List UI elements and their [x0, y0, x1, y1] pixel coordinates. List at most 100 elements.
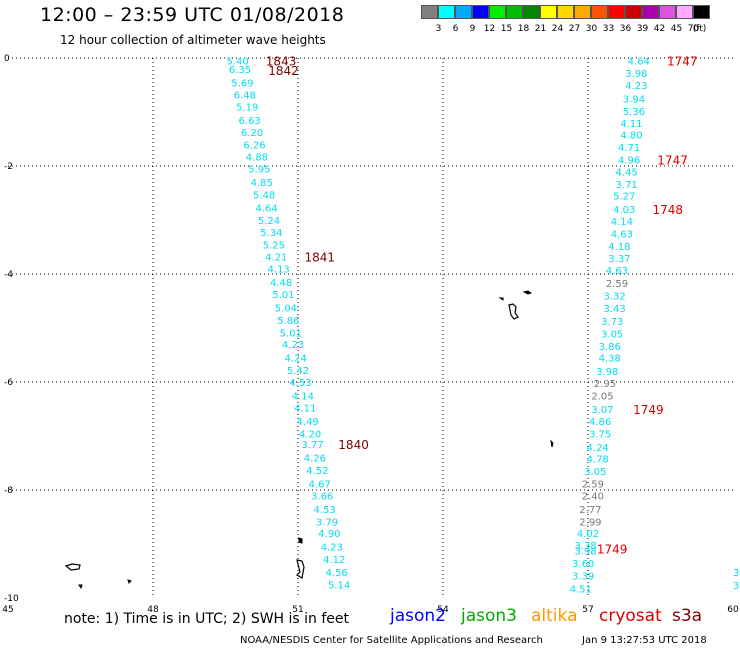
wave-height-value: 4.88: [246, 152, 268, 163]
scale-swatch: [472, 5, 489, 19]
wave-height-value: 3.98: [574, 546, 596, 557]
wave-height-value: 5.48: [253, 191, 275, 202]
longitude-tick-label: 45: [2, 605, 13, 615]
latitude-tick-label: -10: [4, 594, 19, 604]
page-title: 12:00 – 23:59 UTC 01/08/2018: [40, 4, 345, 26]
wave-height-value: 4.48: [270, 278, 292, 289]
satellite-legend-cryosat: cryosat: [599, 606, 662, 626]
wave-height-value: 3.71: [616, 180, 638, 191]
scale-swatch: [608, 5, 625, 19]
wave-height-value: 3.39: [572, 571, 594, 582]
wave-height-value: 6.26: [243, 140, 265, 151]
wave-height-value: 4.45: [616, 167, 638, 178]
wave-height-value: 4.63: [611, 230, 633, 241]
pass-time-label: 1842: [268, 64, 299, 78]
islet-southwest: [127, 579, 132, 584]
wave-height-value: 5.24: [258, 216, 280, 227]
scale-label: 30: [585, 24, 598, 34]
islet-southwest: [78, 584, 83, 590]
wave-height-value: 4.86: [589, 417, 611, 428]
wave-height-value: 3.94: [623, 95, 645, 106]
page-subtitle: 12 hour collection of altimeter wave hei…: [60, 33, 326, 47]
scale-label: 70: [687, 24, 700, 34]
wave-height-value: 6.48: [234, 91, 256, 102]
wave-height-value: 4.52: [306, 466, 328, 477]
credit-line: NOAA/NESDIS Center for Satellite Applica…: [240, 635, 543, 646]
wave-height-value: 5.95: [248, 165, 270, 176]
seychelles-island: [508, 303, 519, 320]
satellite-legend-jason2: jason2: [390, 606, 446, 626]
wave-height-value: 2.95: [594, 379, 616, 390]
wave-height-value: 4.71: [618, 143, 640, 154]
wave-height-value: 3.05: [584, 467, 606, 478]
wave-height-value: 4.12: [323, 555, 345, 566]
scale-unit: (ft): [692, 24, 707, 34]
altimeter-tracks: 5.406.35 5.69 6.485.19 6.636.206.264.88 5.95…: [226, 55, 697, 596]
wave-height-value: 2.05: [591, 392, 613, 403]
scale-label: 36: [619, 24, 632, 34]
scale-label: 27: [568, 24, 581, 34]
wave-height-value: 3.60: [572, 559, 594, 570]
wave-height-value: 4.13: [268, 265, 290, 276]
map-grid: 45 48 51 54 57 60 0 -2 -4 -6 -8 -10: [2, 54, 739, 615]
wave-height-value: 5.19: [236, 103, 258, 114]
wave-height-value: 3.79: [316, 517, 338, 528]
wave-height-value: 6.20: [241, 128, 263, 139]
wave-height-value: 5.42: [287, 366, 309, 377]
wave-height-value: 6.35: [229, 65, 251, 76]
wave-height-value: 4.53: [313, 505, 335, 516]
satellite-legend-s3a: s3a: [672, 606, 703, 626]
wave-height-value: 4.11: [294, 403, 316, 414]
atoll-south: [296, 559, 305, 579]
wave-height-value: 3.73: [601, 317, 623, 328]
islet-east: [550, 439, 554, 448]
wave-height-value: 4.67: [309, 480, 331, 491]
wave-height-value: 3.37: [608, 254, 630, 265]
wave-height-value: 3.43: [603, 304, 625, 315]
latitude-tick-label: 0: [4, 54, 10, 64]
scale-swatch: [625, 5, 642, 19]
scale-swatch: [659, 5, 676, 19]
wave-height-value: 2.40: [582, 491, 604, 502]
wave-height-value: 5.86: [277, 316, 299, 327]
wave-height-value: 4.24: [587, 443, 609, 454]
wave-height-value: 2.59: [606, 279, 628, 290]
cut-off-value: 3: [733, 581, 739, 592]
footer-note: note: 1) Time is in UTC; 2) SWH is in fe…: [64, 611, 350, 627]
wave-height-value: 4.80: [620, 131, 642, 142]
scale-swatch: [676, 5, 693, 19]
latitude-tick-label: -8: [4, 486, 13, 496]
wave-height-value: 3.98: [596, 367, 618, 378]
scale-swatch: [421, 5, 438, 19]
wave-height-value: 4.63: [606, 266, 628, 277]
wave-height-value: 2.59: [582, 480, 604, 491]
wave-height-value: 4.02: [577, 529, 599, 540]
wave-height-value: 6.63: [239, 116, 261, 127]
pass-time-label: 1748: [652, 203, 683, 217]
wave-height-value: 4.56: [326, 568, 348, 579]
latitude-tick-label: -6: [4, 378, 13, 388]
scale-swatch: [455, 5, 472, 19]
wave-height-value: 4.64: [255, 204, 277, 215]
wave-height-value: 4.23: [625, 81, 647, 92]
scale-swatch: [557, 5, 574, 19]
scale-swatch: [591, 5, 608, 19]
longitude-tick-label: 60: [727, 605, 739, 615]
latitude-tick-label: -2: [4, 162, 13, 172]
wave-height-value: 3.75: [589, 429, 611, 440]
land-outlines: [64, 290, 554, 590]
wave-height-value: 4.64: [628, 57, 650, 68]
generated-timestamp: Jan 9 13:27:53 UTC 2018: [582, 635, 707, 646]
scale-label: 9: [469, 24, 476, 34]
pass-time-label: 1843: [266, 55, 297, 69]
wave-height-value: 4.03: [613, 205, 635, 216]
wave-height-value: 4.23: [282, 340, 304, 351]
wave-height-value: 4.26: [304, 454, 326, 465]
wave-height-value: 5.34: [260, 228, 282, 239]
wave-height-value: 4.38: [599, 354, 621, 365]
longitude-tick-label: 51: [292, 605, 303, 615]
scale-label: 45: [670, 24, 683, 34]
scale-label: 15: [500, 24, 513, 34]
wave-height-value: 4.14: [292, 392, 314, 403]
wave-height-value: 3.07: [591, 405, 613, 416]
